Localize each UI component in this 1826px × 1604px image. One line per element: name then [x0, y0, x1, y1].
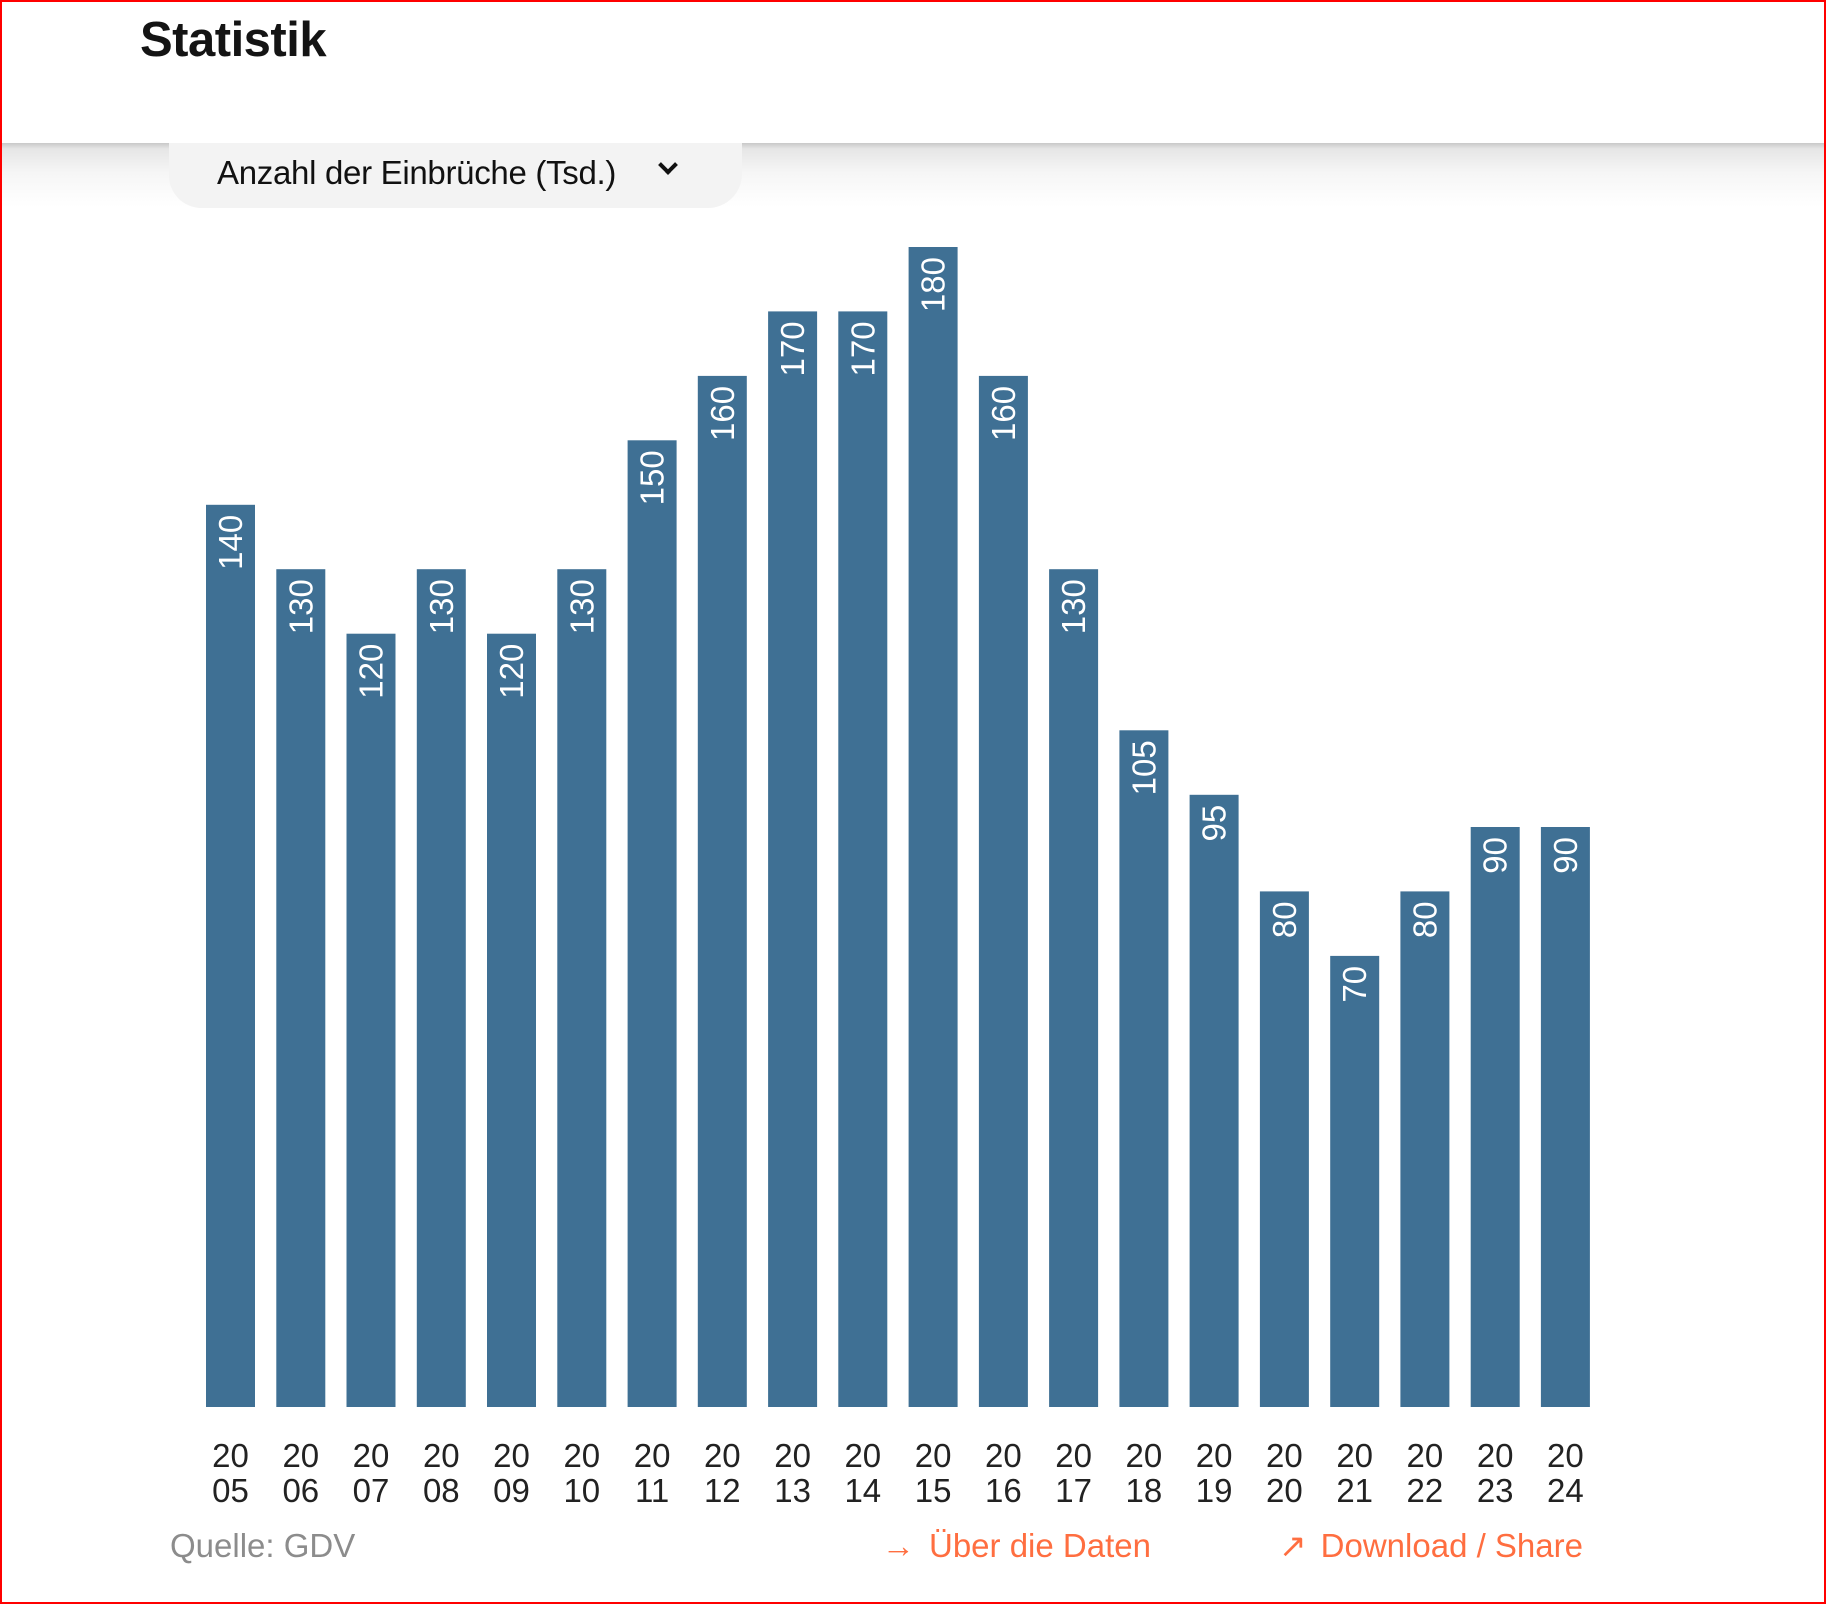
bar-2017 — [1049, 569, 1099, 1407]
x-axis-label: 08 — [423, 1472, 460, 1509]
x-axis-label: 12 — [704, 1472, 741, 1509]
bar-value-label: 150 — [634, 450, 671, 505]
x-axis-label: 20 — [353, 1437, 390, 1474]
x-axis-label: 24 — [1547, 1472, 1584, 1509]
chevron-down-icon — [658, 155, 678, 175]
arrow-right-icon: → — [882, 1527, 915, 1564]
bar-2006 — [276, 569, 326, 1407]
x-axis-label: 20 — [1196, 1437, 1233, 1474]
bar-value-label: 95 — [1196, 805, 1233, 842]
bar-value-label: 120 — [493, 644, 530, 699]
bar-value-label: 130 — [563, 579, 600, 634]
bar-value-label: 120 — [353, 644, 390, 699]
bar-2011 — [627, 440, 677, 1407]
bars-group — [206, 247, 1590, 1407]
x-axis-label: 20 — [985, 1437, 1022, 1474]
x-axis-label: 20 — [1336, 1437, 1373, 1474]
about-data-label: Über die Daten — [929, 1527, 1151, 1564]
x-axis-label: 20 — [634, 1437, 671, 1474]
bar-2018 — [1119, 730, 1169, 1407]
bar-value-label: 180 — [915, 257, 952, 312]
x-axis-labels: 2005200620072008200920102011201220132014… — [212, 1437, 1584, 1509]
about-data-link[interactable]: → Über die Daten — [882, 1526, 1151, 1566]
x-axis-label: 20 — [423, 1437, 460, 1474]
x-axis-label: 20 — [1547, 1437, 1584, 1474]
x-axis-label: 20 — [1266, 1472, 1303, 1509]
x-axis-label: 20 — [282, 1437, 319, 1474]
bar-2022 — [1400, 891, 1450, 1407]
x-axis-label: 20 — [704, 1437, 741, 1474]
bar-2013 — [768, 311, 818, 1407]
x-axis-label: 20 — [1407, 1437, 1444, 1474]
bar-2014 — [838, 311, 888, 1407]
bar-2010 — [557, 569, 607, 1407]
bar-value-label: 105 — [1125, 740, 1162, 795]
x-axis-label: 15 — [915, 1472, 952, 1509]
bar-value-label: 80 — [1406, 901, 1443, 938]
bar-value-label: 170 — [774, 321, 811, 376]
bar-2023 — [1470, 827, 1520, 1407]
x-axis-label: 20 — [493, 1437, 530, 1474]
source-note: Quelle: GDV — [170, 1527, 356, 1564]
page-header: Statistik — [0, 0, 1826, 143]
x-axis-label: 19 — [1196, 1472, 1233, 1509]
bar-value-label: 170 — [844, 321, 881, 376]
bar-value-label: 160 — [704, 386, 741, 441]
x-axis-label: 06 — [282, 1472, 319, 1509]
x-axis-label: 05 — [212, 1472, 249, 1509]
x-axis-label: 07 — [353, 1472, 390, 1509]
bar-2005 — [206, 504, 255, 1407]
bar-value-label: 70 — [1336, 966, 1373, 1003]
bar-2012 — [697, 375, 747, 1407]
bar-2009 — [487, 633, 536, 1407]
download-share-label: Download / Share — [1320, 1527, 1583, 1564]
x-axis-label: 20 — [1266, 1437, 1303, 1474]
x-axis-label: 20 — [1126, 1437, 1163, 1474]
x-axis-label: 16 — [985, 1472, 1022, 1509]
x-axis-label: 20 — [1477, 1437, 1514, 1474]
x-axis-label: 20 — [774, 1437, 811, 1474]
bar-value-label: 130 — [1055, 579, 1092, 634]
x-axis-label: 20 — [844, 1437, 881, 1474]
bar-2016 — [978, 375, 1028, 1407]
x-axis-label: 09 — [493, 1472, 530, 1509]
bar-2020 — [1259, 891, 1309, 1407]
bar-value-label: 140 — [212, 515, 249, 570]
metric-dropdown-label: Anzahl der Einbrüche (Tsd.) — [217, 154, 617, 191]
x-axis-label: 20 — [563, 1437, 600, 1474]
x-axis-label: 20 — [915, 1437, 952, 1474]
x-axis-label: 14 — [844, 1472, 881, 1509]
bar-value-label: 160 — [985, 386, 1022, 441]
bar-2021 — [1330, 955, 1380, 1407]
arrow-up-right-icon: ↗ — [1279, 1527, 1307, 1564]
download-share-link[interactable]: ↗ Download / Share — [1279, 1526, 1583, 1566]
x-axis-label: 22 — [1407, 1472, 1444, 1509]
x-axis-label: 23 — [1477, 1472, 1514, 1509]
x-axis-label: 18 — [1126, 1472, 1163, 1509]
bar-value-label: 80 — [1266, 901, 1303, 938]
bar-value-label: 90 — [1477, 837, 1514, 874]
x-axis-label: 21 — [1336, 1472, 1373, 1509]
bar-value-label: 130 — [282, 579, 319, 634]
x-axis-label: 20 — [1055, 1437, 1092, 1474]
bar-2015 — [908, 247, 958, 1407]
bar-2019 — [1189, 794, 1239, 1407]
x-axis-label: 17 — [1055, 1472, 1092, 1509]
x-axis-label: 20 — [212, 1437, 249, 1474]
page-title: Statistik — [140, 13, 327, 67]
x-axis-label: 10 — [563, 1472, 600, 1509]
bar-value-label: 130 — [423, 579, 460, 634]
metric-dropdown[interactable]: Anzahl der Einbrüche (Tsd.) — [169, 143, 742, 208]
bar-2007 — [346, 633, 396, 1407]
bar-2008 — [416, 569, 466, 1407]
x-axis-label: 11 — [635, 1472, 669, 1509]
x-axis-label: 13 — [774, 1472, 811, 1509]
bar-2024 — [1540, 827, 1590, 1407]
bar-labels-group: 140 130 120 130 120 130 150 160 170 170 180 160 130 1… — [212, 257, 1584, 1003]
bar-value-label: 90 — [1547, 837, 1584, 874]
